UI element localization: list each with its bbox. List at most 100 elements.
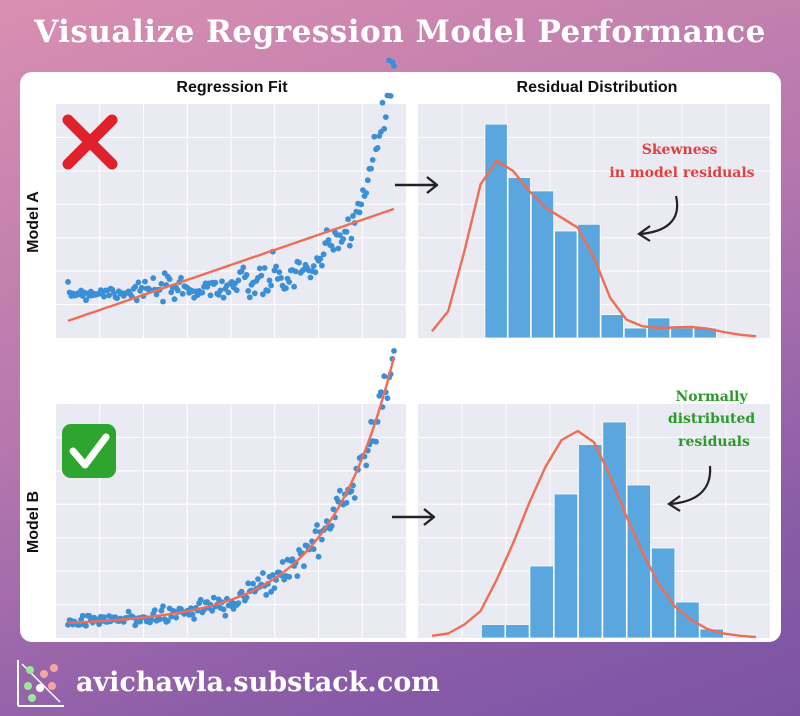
annotation-normal: Normally distributed residuals [668,389,760,450]
data-point [320,251,327,258]
data-point [330,506,337,513]
data-point [363,190,370,196]
data-point [125,608,132,615]
data-point [233,287,240,294]
data-point [263,592,270,598]
data-point [310,546,317,552]
data-point [283,285,289,292]
data-point [235,600,242,606]
arrow-head-icon [637,225,651,242]
histogram-bar [554,230,578,339]
data-point [310,263,317,269]
row-label-model-b: Model B [25,491,42,553]
data-point [268,282,274,289]
data-point [83,297,89,304]
data-point [381,373,388,380]
data-point [312,269,319,276]
data-point [371,133,378,140]
data-point [225,289,232,296]
data-point [319,536,325,543]
data-point [79,612,86,619]
data-point [246,294,253,301]
check-mark-icon [62,424,116,478]
data-point [148,616,155,623]
page-title: Visualize Regression Model Performance [34,14,766,50]
histogram-bar [578,444,603,639]
data-point [276,269,283,275]
data-point [160,603,166,610]
data-point [348,235,355,242]
data-point [160,298,166,305]
data-point [374,145,381,151]
data-point [351,495,358,501]
row-label-model-a: Model A [25,191,42,253]
histogram-bar [484,123,508,339]
data-point [294,573,301,579]
data-point [189,611,196,618]
data-point [165,618,171,624]
data-point [251,290,258,297]
data-point [314,522,320,528]
data-point [173,614,180,621]
histogram-bar [553,493,579,639]
data-point [292,268,299,275]
data-point [132,283,139,290]
arrow-right-icon [392,508,436,526]
kde-curve [431,159,757,338]
data-point [215,291,222,298]
data-point [220,294,227,301]
data-point [291,283,297,290]
histogram-bar [600,314,624,339]
data-point [273,263,279,270]
model-b-fit [56,348,406,638]
data-point [174,287,181,294]
data-point [171,296,178,303]
data-point [243,594,250,601]
data-point [197,596,204,603]
data-point [207,292,214,299]
data-point [158,280,165,287]
data-point [384,395,391,402]
data-point [343,499,350,506]
data-point [235,277,242,284]
data-point [191,616,198,622]
data-point [369,157,376,163]
data-point [387,93,394,99]
histogram-bar [651,547,676,639]
data-point [245,580,252,587]
data-point [153,291,160,298]
curved-arrow-icon [639,195,679,236]
model-a-fit [56,57,406,338]
data-point [83,622,89,629]
data-point [382,114,389,120]
data-point [166,276,173,283]
data-point [325,237,332,243]
data-point [279,559,286,565]
data-point [114,295,120,302]
fit-line [67,207,395,323]
histogram-bar [529,565,554,639]
data-point [158,607,165,614]
data-point [220,606,227,613]
data-point [328,523,335,529]
data-point [199,289,206,296]
annotation-skewness: Skewness in model residuals [609,142,754,181]
data-point [317,255,324,262]
data-point [135,279,142,286]
data-point [265,287,271,294]
cross-mark-icon [62,114,118,170]
data-point [373,438,379,445]
data-point [315,553,322,560]
histogram-bar [675,601,700,639]
histogram-bar [602,421,627,639]
histogram-bar [670,327,694,339]
data-point [286,279,293,285]
data-point [230,606,237,612]
data-point [260,570,266,576]
kde-curve [431,429,757,639]
data-point [368,165,374,172]
data-point [348,488,355,494]
model-a-residuals [418,104,770,339]
data-point [350,213,356,219]
data-point [391,348,397,354]
